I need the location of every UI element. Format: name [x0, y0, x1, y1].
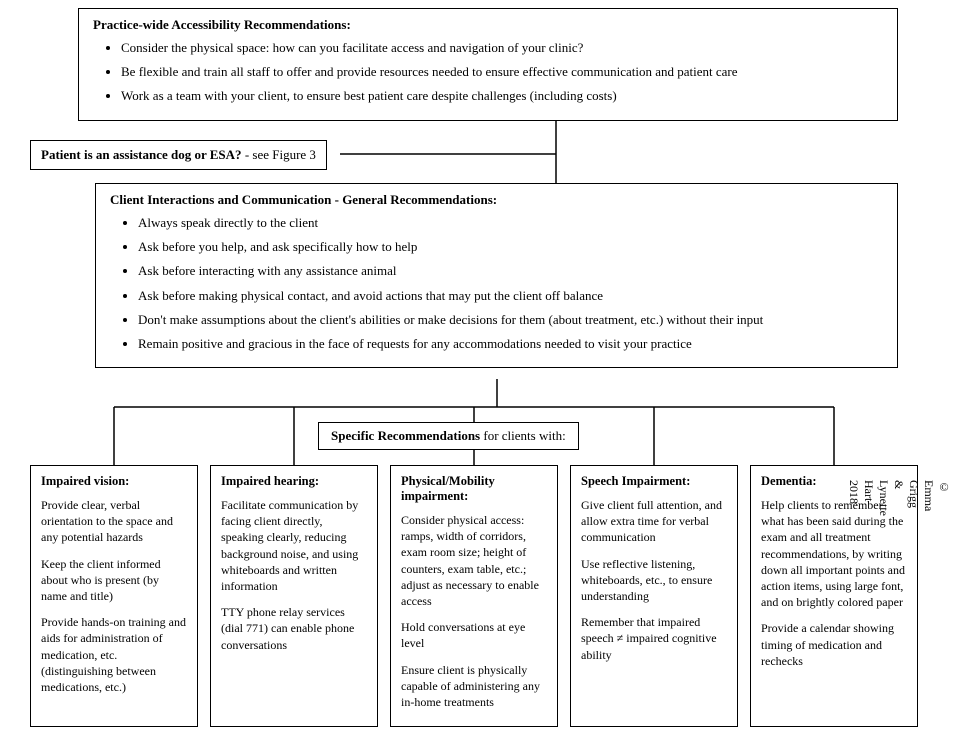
col-title: Impaired hearing: [221, 474, 367, 489]
client-interactions-item: Always speak directly to the client [138, 214, 883, 232]
client-interactions-item: Ask before you help, and ask specificall… [138, 238, 883, 256]
col-para: Give client full attention, and allow ex… [581, 497, 727, 546]
specific-recommendations-rest: for clients with: [480, 428, 566, 443]
col-impaired-hearing: Impaired hearing: Facilitate communicati… [210, 465, 378, 727]
col-para: Provide hands-on training and aids for a… [41, 614, 187, 695]
client-interactions-item: Don't make assumptions about the client'… [138, 311, 883, 329]
practice-wide-box: Practice-wide Accessibility Recommendati… [78, 8, 898, 121]
specific-recommendations-bold: Specific Recommendations [331, 428, 480, 443]
assistance-dog-bold: Patient is an assistance dog or ESA? [41, 147, 242, 162]
practice-wide-item: Work as a team with your client, to ensu… [121, 87, 883, 105]
specific-recommendations-label: Specific Recommendations for clients wit… [318, 422, 579, 450]
col-title: Physical/Mobility impairment: [401, 474, 547, 504]
col-para: TTY phone relay services (dial 771) can … [221, 604, 367, 653]
col-speech-impairment: Speech Impairment: Give client full atte… [570, 465, 738, 727]
client-interactions-item: Ask before interacting with any assistan… [138, 262, 883, 280]
col-para: Hold conversations at eye level [401, 619, 547, 651]
col-para: Consider physical access: ramps, width o… [401, 512, 547, 609]
client-interactions-list: Always speak directly to the client Ask … [110, 214, 883, 353]
assistance-dog-rest: - see Figure 3 [242, 147, 316, 162]
col-para: Keep the client informed about who is pr… [41, 556, 187, 605]
col-para: Facilitate communication by facing clien… [221, 497, 367, 594]
client-interactions-item: Remain positive and gracious in the face… [138, 335, 883, 353]
col-impaired-vision: Impaired vision: Provide clear, verbal o… [30, 465, 198, 727]
assistance-dog-box: Patient is an assistance dog or ESA? - s… [30, 140, 327, 170]
col-title: Impaired vision: [41, 474, 187, 489]
client-interactions-item: Ask before making physical contact, and … [138, 287, 883, 305]
practice-wide-title: Practice-wide Accessibility Recommendati… [93, 17, 883, 33]
col-para: Remember that impaired speech ≠ impaired… [581, 614, 727, 663]
client-interactions-box: Client Interactions and Communication - … [95, 183, 898, 368]
practice-wide-list: Consider the physical space: how can you… [93, 39, 883, 106]
col-physical-mobility: Physical/Mobility impairment: Consider p… [390, 465, 558, 727]
col-para: Ensure client is physically capable of a… [401, 662, 547, 711]
col-para: Provide a calendar showing timing of med… [761, 620, 907, 669]
client-interactions-title: Client Interactions and Communication - … [110, 192, 883, 208]
col-para: Use reflective listening, whiteboards, e… [581, 556, 727, 605]
practice-wide-item: Be flexible and train all staff to offer… [121, 63, 883, 81]
col-title: Speech Impairment: [581, 474, 727, 489]
col-para: Provide clear, verbal orientation to the… [41, 497, 187, 546]
copyright-text: © Emma Grigg & Lynette Hart 2018 [846, 480, 951, 516]
practice-wide-item: Consider the physical space: how can you… [121, 39, 883, 57]
